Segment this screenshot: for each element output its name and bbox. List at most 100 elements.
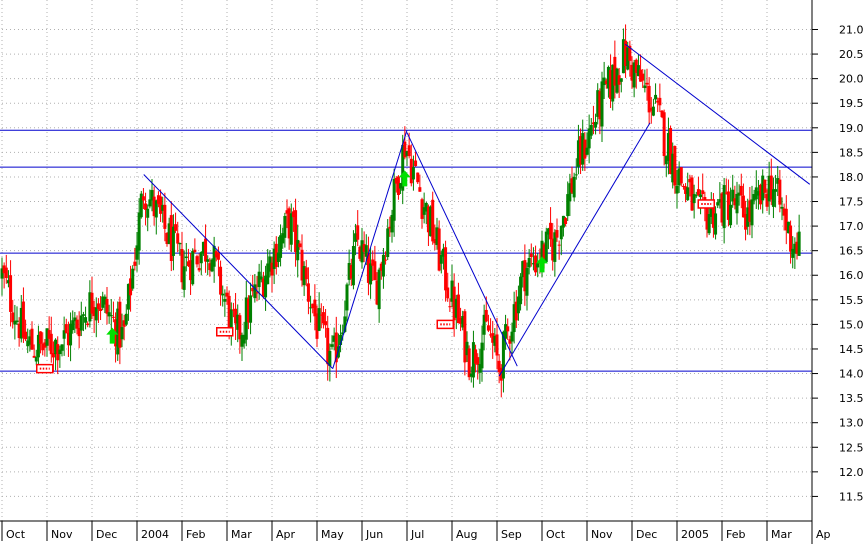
candle-body-up	[381, 254, 385, 277]
candle-body-up	[13, 320, 17, 325]
candle-body-down	[311, 303, 315, 309]
candle-body-down	[394, 177, 398, 184]
candle-body-up	[793, 243, 797, 254]
candle-body-up	[0, 268, 4, 279]
candle-body-down	[105, 298, 109, 314]
candle-body-down	[795, 241, 799, 254]
candle-body-up	[101, 296, 105, 308]
candle-body-down	[152, 196, 156, 217]
y-tick-label: 17.5	[839, 196, 863, 209]
candle-body-up	[731, 189, 735, 202]
candle-body-down	[169, 215, 173, 261]
candle-body-up	[699, 194, 703, 198]
candle-body-up	[510, 331, 514, 342]
candle-body-down	[726, 191, 730, 220]
candle-body-up	[364, 245, 368, 257]
y-tick-label: 13.0	[839, 417, 863, 430]
candle-body-down	[720, 193, 724, 223]
candle-body-down	[660, 110, 664, 118]
candle-body-down	[705, 204, 709, 230]
candle-body-down	[90, 292, 94, 314]
candle-body-down	[497, 360, 501, 373]
x-tick-label: Mar	[771, 528, 792, 541]
candle-body-up	[103, 296, 107, 305]
candle-body-up	[411, 167, 415, 180]
candle-body-up	[392, 179, 396, 221]
candle-body-down	[463, 311, 467, 363]
signal-marker	[216, 327, 234, 337]
candle-body-down	[583, 139, 587, 159]
candle-body-up	[150, 190, 154, 201]
x-tick-label: Aug	[456, 528, 477, 541]
candle-body-down	[748, 200, 752, 222]
candle-body-down	[763, 179, 767, 193]
x-tick-label: Ap	[816, 528, 831, 541]
candle-body-down	[118, 301, 122, 348]
candle-body-up	[15, 320, 19, 322]
y-tick-label: 12.0	[839, 466, 863, 479]
candle-body-up	[79, 315, 83, 331]
signals	[36, 170, 715, 374]
x-tick-label: May	[321, 528, 344, 541]
candle-body-up	[167, 223, 171, 245]
candle-body-down	[609, 70, 613, 100]
candle-body-down	[437, 228, 441, 271]
candle-body-down	[176, 233, 180, 244]
candle-body-up	[36, 334, 40, 358]
candle-body-up	[317, 308, 321, 331]
candle-body-down	[17, 323, 21, 339]
candle-body-down	[219, 266, 223, 295]
candle-body-up	[566, 194, 570, 217]
candle-body-up	[602, 77, 606, 86]
candle-body-down	[407, 145, 411, 157]
candle-body-up	[137, 212, 141, 251]
candle-body-up	[229, 309, 233, 332]
candle-body-up	[756, 191, 760, 196]
candle-body-down	[476, 357, 480, 365]
trendline	[406, 132, 518, 367]
candle-body-up	[559, 225, 563, 240]
candle-body-down	[111, 316, 115, 318]
candle-body-up	[124, 313, 128, 325]
candle-body-down	[294, 210, 298, 253]
candle-body-down	[315, 313, 319, 339]
candle-body-up	[259, 276, 263, 280]
y-tick-label: 19.5	[839, 97, 863, 110]
candle-body-down	[506, 326, 510, 332]
candle-body-up	[276, 252, 280, 262]
trendline	[624, 43, 811, 185]
candle-body-down	[769, 175, 773, 200]
candle-body-down	[669, 128, 673, 175]
candle-body-up	[249, 295, 253, 323]
y-tick-label: 16.5	[839, 245, 863, 258]
candle-body-down	[21, 301, 25, 338]
candle-body-up	[405, 151, 409, 156]
candle-body-down	[645, 82, 649, 85]
trendline	[332, 130, 408, 369]
candle-body-down	[64, 324, 68, 334]
x-tick-label: Nov	[51, 528, 73, 541]
candle-body-down	[2, 265, 6, 274]
candle-body-up	[686, 187, 690, 201]
x-tick-label: 2004	[141, 528, 169, 541]
candle-body-up	[58, 349, 62, 355]
candle-body-down	[30, 328, 34, 350]
candle-body-up	[212, 245, 216, 267]
candle-body-down	[499, 367, 503, 381]
candle-body-down	[570, 178, 574, 193]
candle-body-down	[180, 248, 184, 283]
candle-body-down	[251, 288, 255, 292]
candle-body-up	[146, 208, 150, 218]
candle-body-up	[296, 239, 300, 261]
candle-body-down	[379, 263, 383, 271]
candle-body-up	[71, 320, 75, 331]
candle-body-up	[148, 199, 152, 207]
candle-body-down	[630, 64, 634, 81]
candle-body-down	[741, 195, 745, 218]
buy-arrow-icon	[398, 170, 411, 187]
candle-body-up	[750, 199, 754, 226]
candle-body-down	[467, 348, 471, 378]
candle-body-down	[144, 203, 148, 210]
